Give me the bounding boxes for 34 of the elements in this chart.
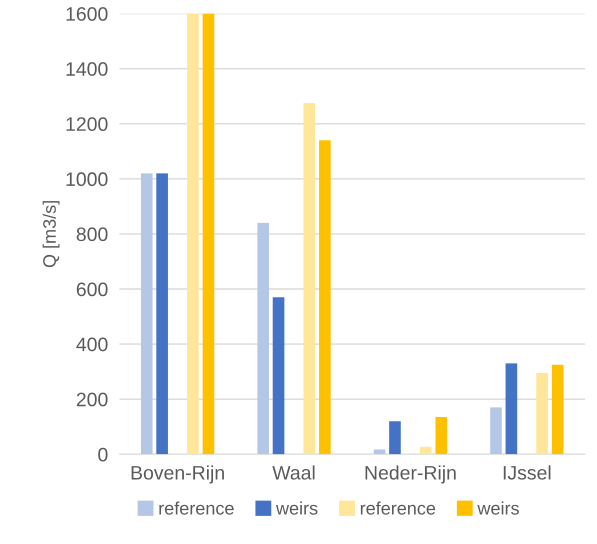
y-tick-label: 1600 — [66, 7, 108, 21]
bar — [156, 173, 168, 454]
bar — [536, 372, 548, 454]
y-tick-label: 800 — [76, 227, 108, 242]
x-tick-label: IJssel — [504, 465, 550, 480]
y-tick-label: 400 — [76, 338, 108, 352]
bar — [389, 421, 401, 454]
bar — [490, 407, 502, 454]
legend-label: reference — [159, 501, 234, 515]
bar — [420, 446, 432, 454]
bar — [374, 450, 386, 454]
y-axis-title: Q [m3/s] — [42, 201, 60, 268]
legend-label: weirs — [276, 501, 318, 515]
y-tick-label: 600 — [76, 282, 108, 296]
bar — [257, 222, 269, 454]
bar — [187, 14, 199, 454]
x-tick-label: Waal — [272, 465, 315, 480]
x-tick-label: Boven-Rijn — [132, 465, 224, 484]
y-tick-label: 0 — [98, 448, 108, 462]
bar — [552, 364, 564, 454]
bar — [435, 417, 448, 454]
x-tick-label: Neder-Rijn — [366, 465, 456, 484]
bar — [140, 173, 153, 454]
bar — [506, 363, 518, 454]
y-tick-label: 1200 — [66, 117, 108, 131]
y-tick-label: 1400 — [66, 62, 108, 76]
bar — [202, 14, 214, 454]
y-tick-label: 1000 — [66, 172, 108, 186]
bar — [303, 103, 316, 454]
legend-label: weirs — [477, 501, 519, 515]
bar — [272, 297, 284, 454]
bar — [319, 140, 331, 454]
y-tick-label: 200 — [76, 392, 108, 406]
legend-label: reference — [360, 501, 436, 515]
